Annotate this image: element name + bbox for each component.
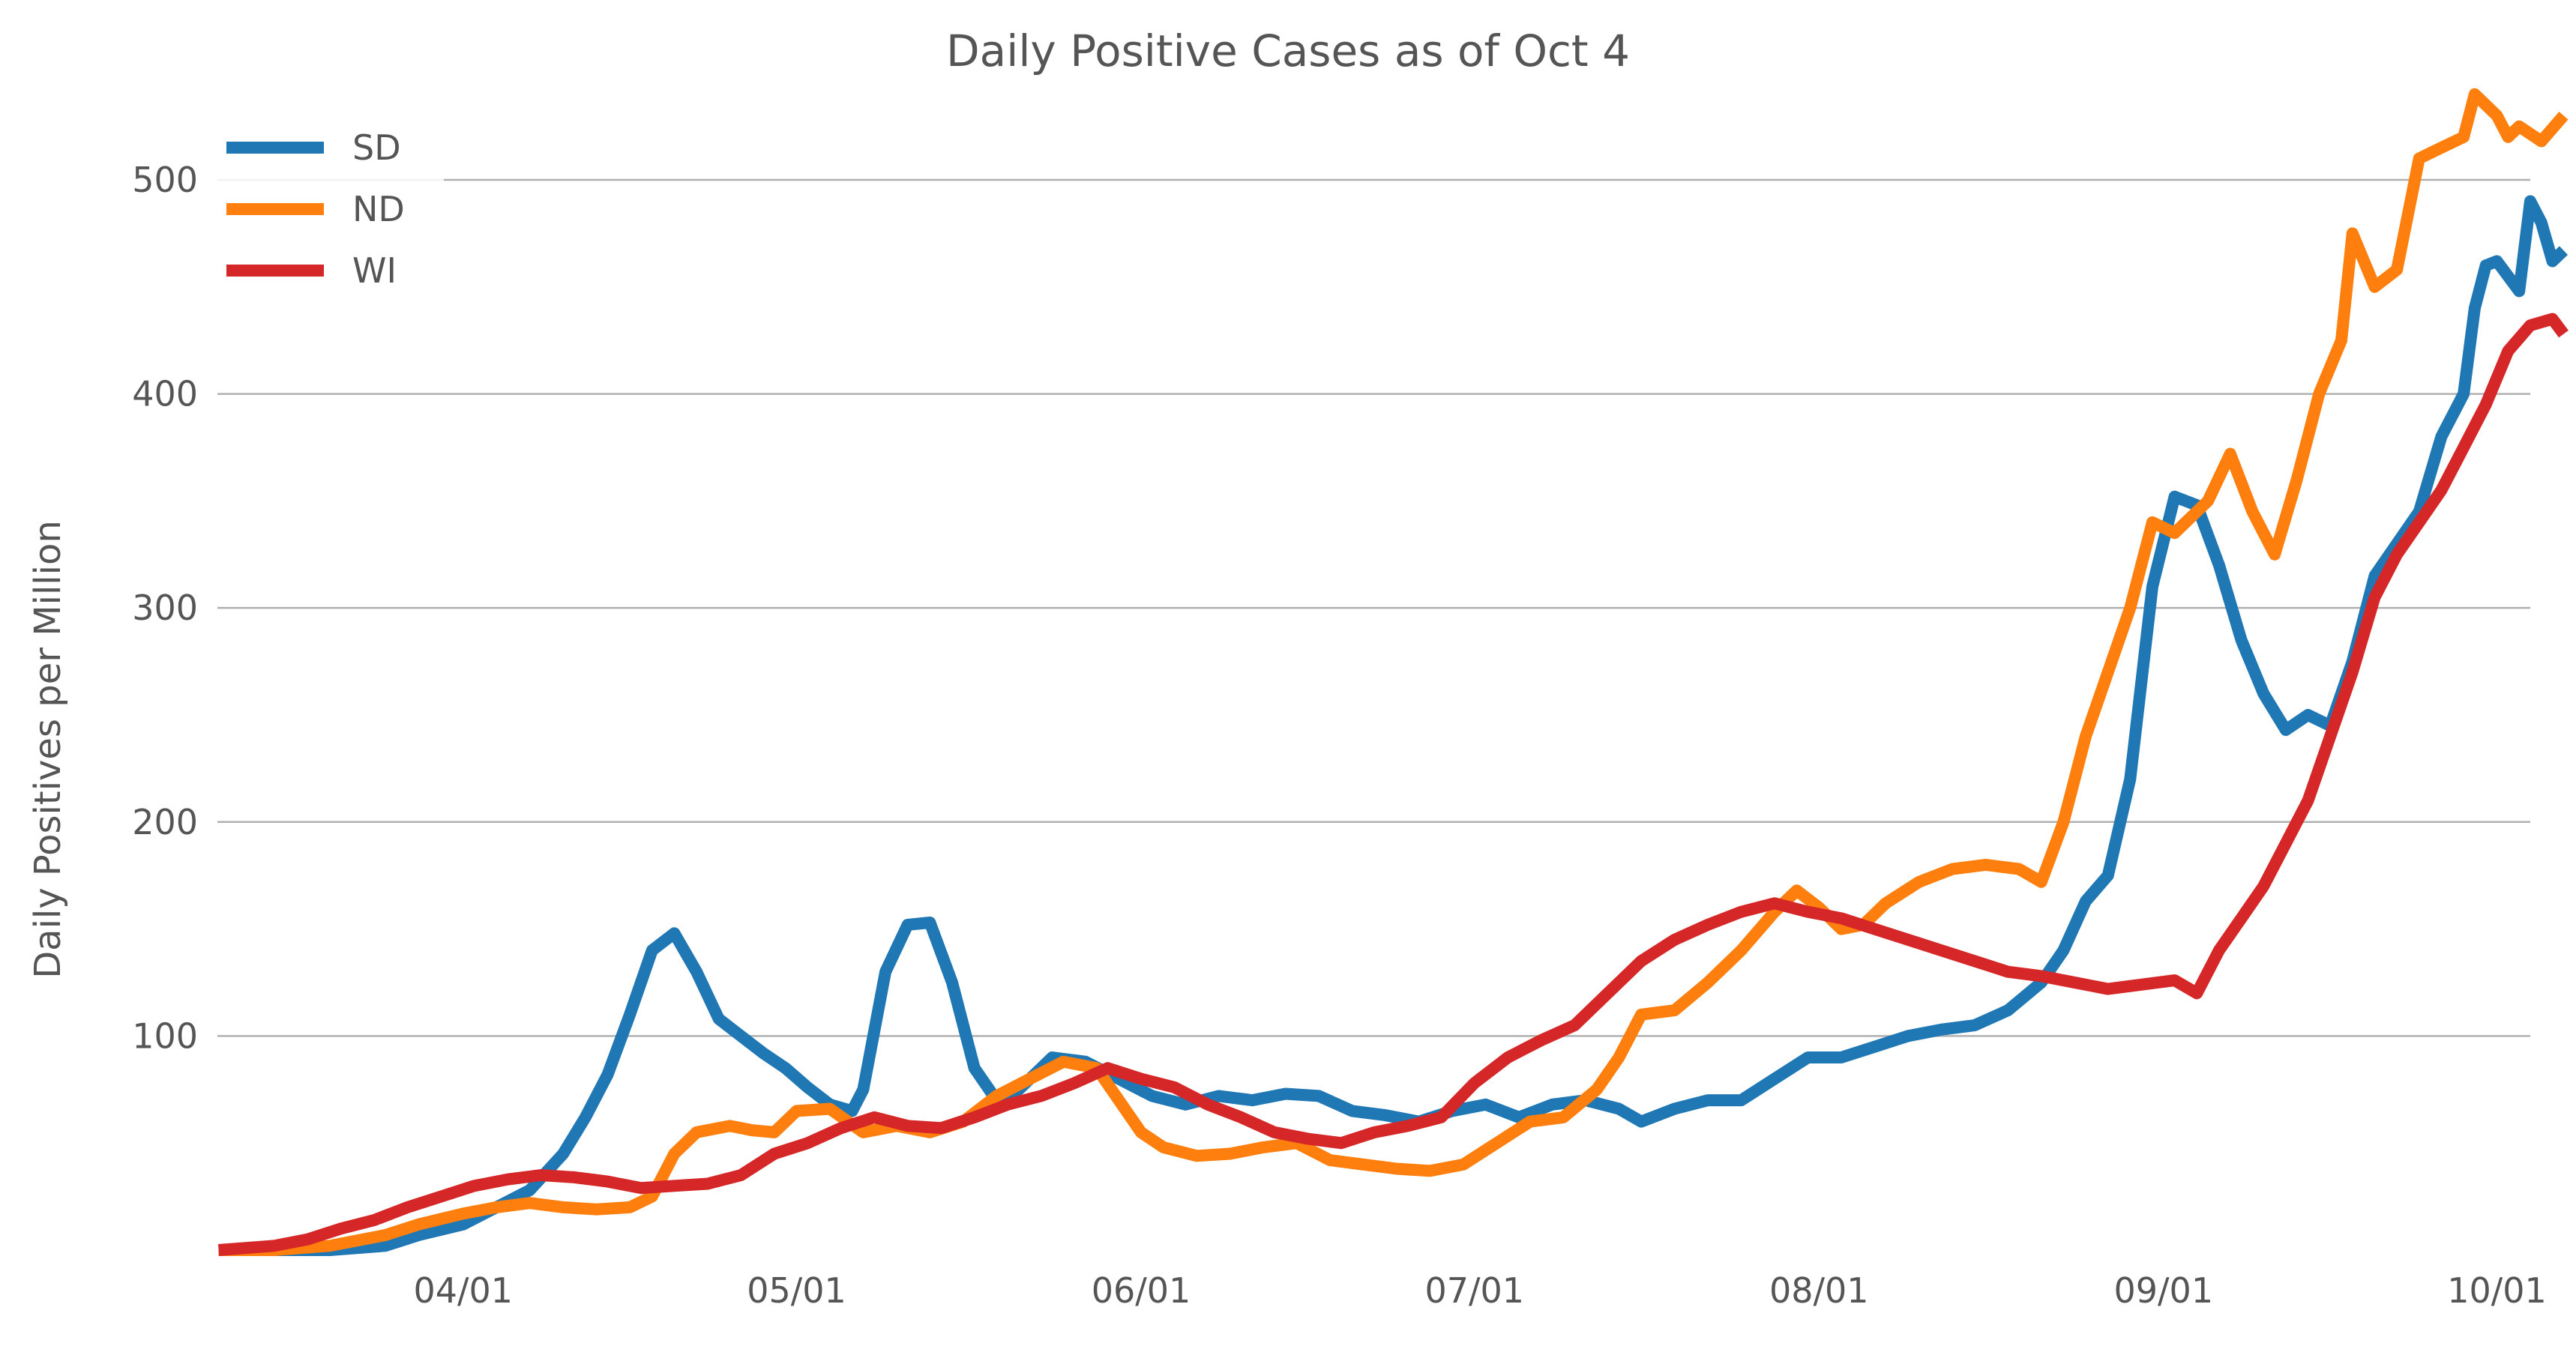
legend-label-sd: SD	[352, 127, 401, 168]
y-tick-label: 300	[132, 588, 198, 628]
x-tick-label: 09/01	[2114, 1270, 2214, 1311]
x-tick-label: 10/01	[2447, 1270, 2547, 1311]
series-line-nd	[218, 88, 2569, 1256]
x-tick-label: 06/01	[1092, 1270, 1191, 1311]
x-tick-label: 07/01	[1424, 1270, 1524, 1311]
chart-title: Daily Positive Cases as of Oct 4	[946, 25, 1630, 76]
series-line-wi	[217, 313, 2569, 1256]
series-line-sd	[218, 195, 2569, 1256]
y-tick-label: 100	[132, 1015, 198, 1056]
y-tick-label: 400	[132, 374, 198, 414]
legend-label-wi: WI	[352, 250, 397, 291]
series-lines	[217, 88, 2569, 1256]
x-tick-label: 08/01	[1769, 1270, 1869, 1311]
x-tick-labels: 04/01 05/01 06/01 07/01 08/01 09/01 10/01	[413, 1270, 2546, 1311]
y-tick-label: 500	[132, 160, 198, 200]
x-tick-label: 05/01	[747, 1270, 846, 1311]
y-tick-labels: 100 200 300 400 500	[132, 160, 198, 1056]
gridlines	[217, 178, 2530, 1037]
y-axis-label: Daily Positives per Million	[27, 520, 69, 979]
legend-label-nd: ND	[352, 189, 405, 229]
legend: SD ND WI	[211, 112, 444, 296]
y-tick-label: 200	[132, 802, 198, 842]
x-tick-label: 04/01	[413, 1270, 513, 1311]
